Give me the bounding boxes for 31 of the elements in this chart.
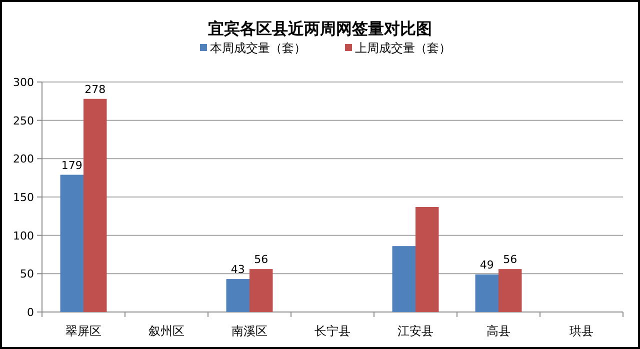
x-tick-label: 珙县 bbox=[570, 324, 594, 338]
data-label: 49 bbox=[480, 258, 494, 272]
bar bbox=[226, 279, 250, 312]
y-tick-label: 100 bbox=[13, 229, 34, 242]
bar bbox=[60, 174, 84, 312]
bar bbox=[416, 206, 439, 312]
legend-label: 本周成交量（套） bbox=[210, 41, 306, 55]
y-tick-label: 300 bbox=[13, 76, 34, 89]
y-tick-label: 200 bbox=[13, 152, 34, 166]
data-label: 278 bbox=[84, 82, 106, 96]
x-tick-label: 叙州区 bbox=[148, 324, 184, 338]
x-tick-label: 江安县 bbox=[398, 324, 434, 338]
bar bbox=[392, 246, 416, 312]
data-label: 43 bbox=[230, 263, 245, 276]
data-label: 179 bbox=[61, 158, 82, 172]
bar bbox=[250, 269, 273, 312]
data-label: 56 bbox=[503, 253, 518, 266]
y-tick-label: 50 bbox=[20, 268, 34, 281]
bar bbox=[84, 98, 107, 312]
x-tick-label: 翠屏区 bbox=[66, 324, 102, 338]
bar bbox=[498, 269, 522, 312]
legend-label: 上周成交量（套） bbox=[355, 41, 451, 55]
bar bbox=[475, 274, 498, 312]
x-tick-label: 南溪区 bbox=[232, 324, 268, 338]
x-tick-label: 高县 bbox=[486, 324, 510, 338]
y-tick-label: 150 bbox=[13, 191, 34, 204]
y-tick-label: 250 bbox=[13, 114, 34, 128]
x-tick-label: 长宁县 bbox=[314, 324, 350, 338]
y-tick-label: 0 bbox=[27, 306, 34, 319]
data-label: 56 bbox=[254, 253, 268, 266]
chart-title: 宜宾各区县近两周网签量对比图 bbox=[208, 19, 432, 38]
